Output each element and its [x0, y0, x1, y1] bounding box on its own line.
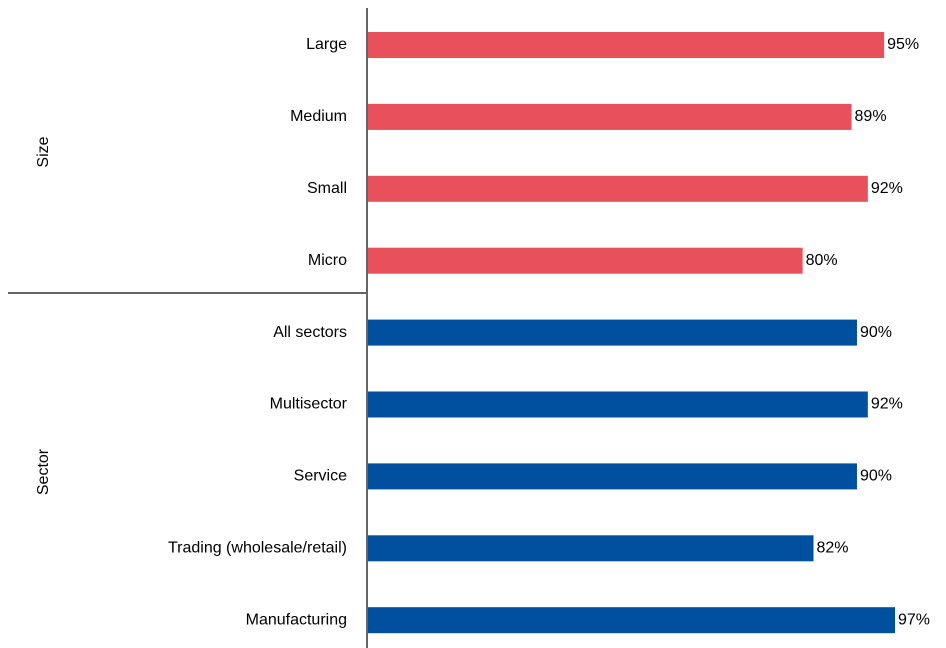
- category-label-0-0: Large: [306, 36, 347, 53]
- value-label-0-0: 95%: [887, 36, 919, 53]
- category-label-1-3: Trading (wholesale/retail): [168, 540, 347, 557]
- bar-0-0: [368, 32, 885, 58]
- value-label-1-2: 90%: [860, 468, 892, 485]
- value-label-1-0: 90%: [860, 324, 892, 341]
- bars-layer: Large 95% Medium 89% Small 92% Micro 80% All sec…: [168, 32, 930, 634]
- bar-1-4: [368, 607, 895, 634]
- category-label-1-4: Manufacturing: [246, 611, 347, 628]
- bar-1-3: [368, 535, 814, 562]
- value-label-1-1: 92%: [871, 396, 903, 413]
- category-label-0-2: Small: [307, 180, 347, 197]
- bar-1-0: [368, 319, 857, 346]
- value-label-0-3: 80%: [806, 252, 838, 269]
- value-label-1-3: 82%: [817, 540, 849, 557]
- bar-0-2: [368, 175, 868, 202]
- category-label-0-3: Micro: [308, 252, 347, 269]
- category-label-1-1: Multisector: [270, 396, 348, 413]
- category-label-1-0: All sectors: [273, 324, 347, 341]
- category-label-0-1: Medium: [290, 108, 347, 125]
- category-label-1-2: Service: [294, 468, 347, 485]
- group-label-sector: Sector: [35, 448, 52, 495]
- value-label-1-4: 97%: [898, 611, 930, 628]
- bar-1-2: [368, 463, 857, 490]
- bar-0-3: [368, 247, 803, 274]
- value-label-0-1: 89%: [855, 108, 887, 125]
- bar-0-1: [368, 103, 852, 130]
- group-label-size: Size: [35, 136, 52, 167]
- bar-1-1: [368, 391, 868, 418]
- value-label-0-2: 92%: [871, 180, 903, 197]
